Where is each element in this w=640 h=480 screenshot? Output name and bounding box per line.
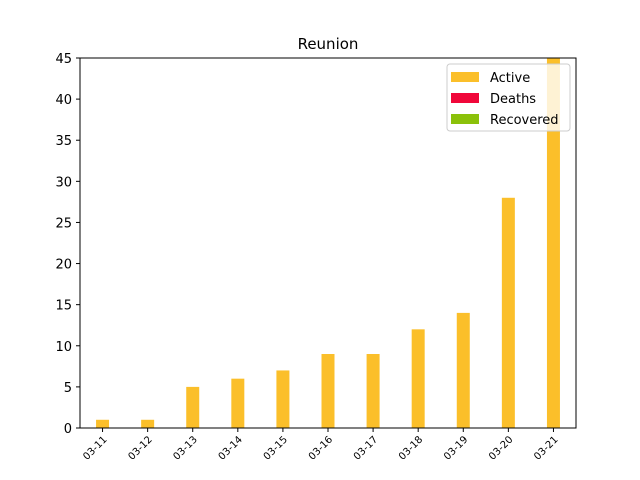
legend-label-active: Active (490, 71, 530, 86)
y-axis: 0 5 10 15 20 25 30 35 40 45 (55, 52, 80, 437)
bar-active-03-20 (501, 197, 515, 428)
bar-active-03-13 (186, 386, 200, 428)
y-tick-label: 20 (55, 258, 72, 273)
legend-swatch-active (451, 72, 479, 82)
x-tick-label: 03-19 (442, 434, 470, 462)
x-axis: 03-11 03-12 03-13 03-14 03-15 03-16 03-17 03-18… (81, 428, 561, 463)
bar-active-03-17 (366, 354, 380, 428)
legend-label-deaths: Deaths (490, 92, 536, 107)
x-tick-label: 03-15 (262, 434, 290, 462)
bar-active-03-18 (411, 329, 425, 428)
y-tick-label: 15 (55, 299, 72, 314)
y-tick-label: 30 (55, 175, 72, 190)
bar-active-03-12 (141, 419, 155, 428)
x-tick-label: 03-20 (487, 434, 515, 462)
x-tick-label: 03-18 (397, 434, 425, 462)
x-tick-label: 03-13 (172, 434, 200, 462)
x-tick-label: 03-11 (81, 434, 109, 462)
x-tick-label: 03-12 (126, 434, 154, 462)
y-tick-label: 45 (55, 52, 72, 67)
bar-active-03-11 (96, 419, 110, 428)
y-tick-label: 40 (55, 93, 72, 108)
chart-title: Reunion (298, 35, 359, 53)
y-tick-label: 5 (64, 381, 72, 396)
bars-layer (96, 58, 560, 428)
bar-active-03-19 (456, 312, 470, 428)
x-tick-label: 03-17 (352, 434, 380, 462)
legend-swatch-recovered (451, 114, 479, 124)
y-tick-label: 0 (64, 422, 72, 437)
x-tick-label: 03-14 (217, 434, 245, 462)
legend-label-recovered: Recovered (490, 113, 559, 128)
y-tick-label: 10 (55, 340, 72, 355)
y-tick-label: 25 (55, 216, 72, 231)
bar-active-03-16 (321, 354, 335, 428)
legend: Active Deaths Recovered (446, 63, 571, 132)
legend-swatch-deaths (451, 93, 479, 103)
bar-active-03-15 (276, 370, 290, 428)
bar-active-03-14 (231, 378, 245, 428)
x-tick-label: 03-21 (532, 434, 560, 462)
y-tick-label: 35 (55, 134, 72, 149)
bar-active-03-21 (546, 58, 560, 428)
x-tick-label: 03-16 (307, 434, 335, 462)
